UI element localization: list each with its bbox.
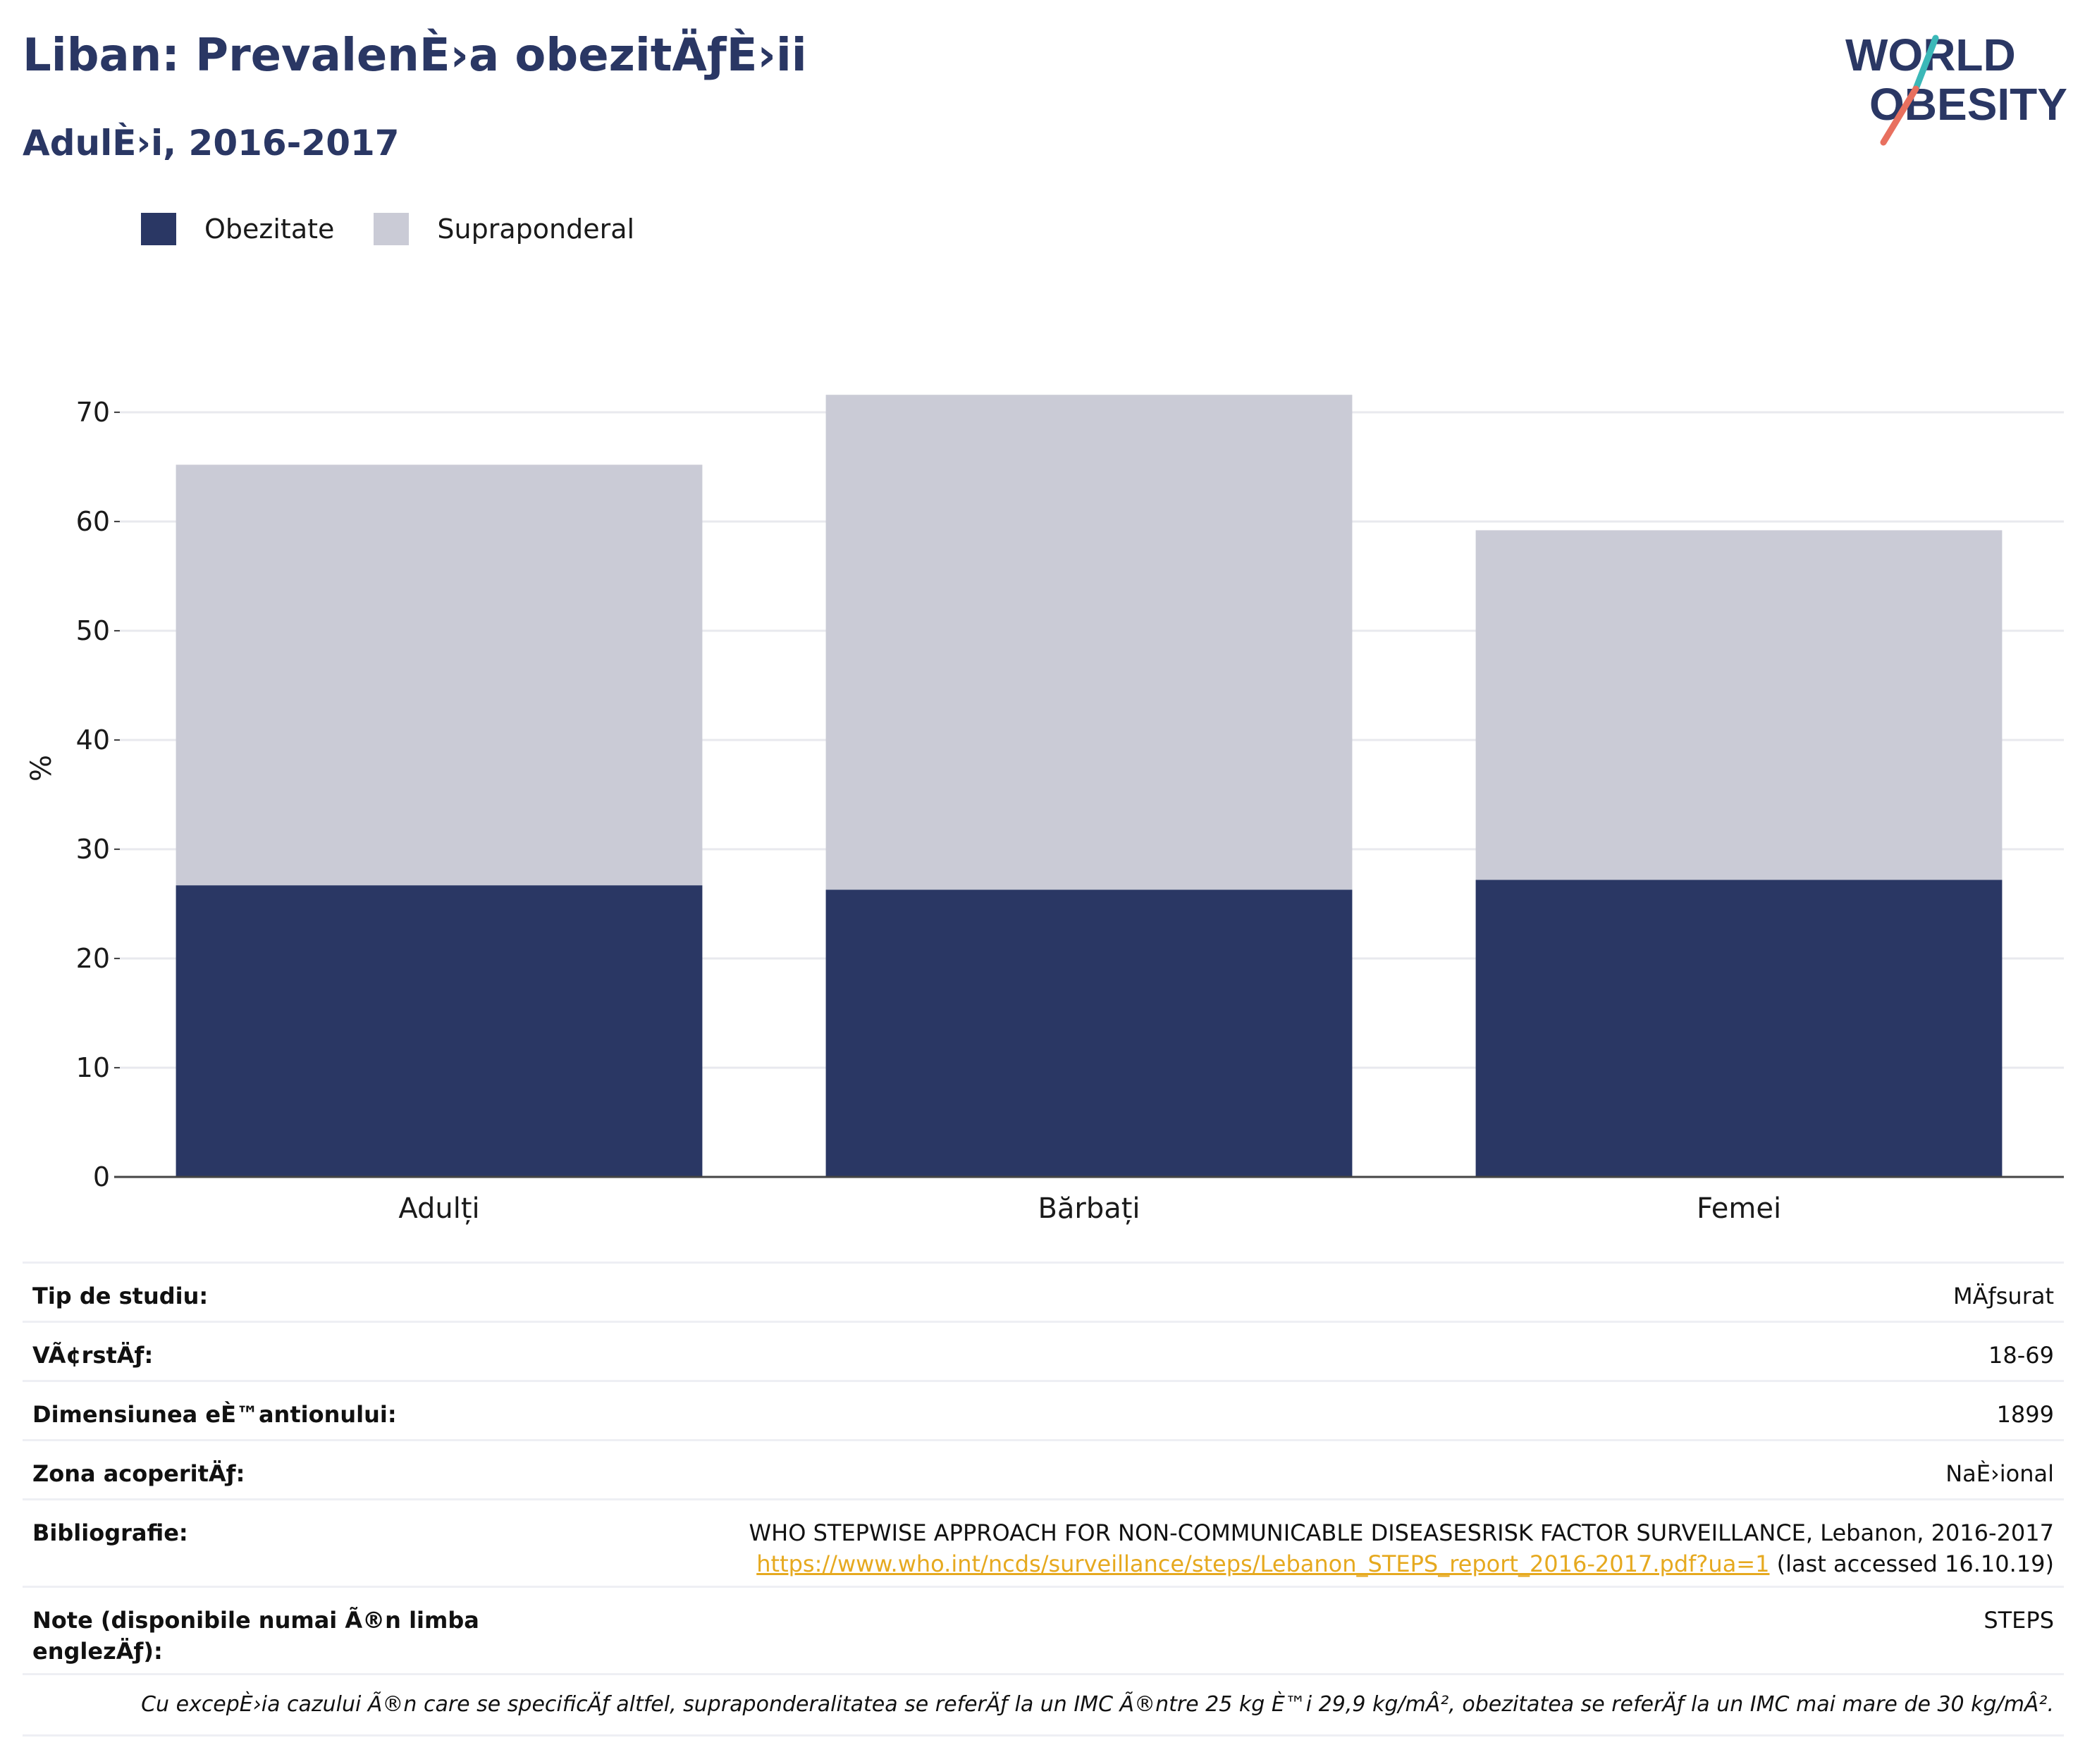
x-tick-label: Bărbați [1038,1192,1140,1225]
world-obesity-logo: WORLD OBESITY [1845,30,2067,146]
info-label-notes: Note (disponibile numai Ã®n limba englez… [32,1605,479,1667]
y-axis-label: % [25,755,58,782]
notes-label-line1: Note (disponibile numai Ã®n limba [32,1607,479,1634]
bar-obezitate [1475,880,2003,1177]
info-row-study-type: Tip de studiu: MÄƒsurat [23,1262,2064,1321]
legend-item-supraponderal[interactable]: Supraponderal [374,213,634,245]
info-value: STEPS [1983,1607,2054,1634]
y-tick-label: 20 [76,943,110,974]
info-value: 1899 [1996,1401,2054,1428]
bar-supraponderal [1475,530,2003,880]
bar-supraponderal [176,464,703,886]
logo-slash-teal [1912,35,1939,92]
y-tick-label: 30 [76,834,110,865]
info-row-bibliography: Bibliografie: WHO STEPWISE APPROACH FOR … [23,1498,2064,1586]
chart-subtitle: AdulÈ›i, 2016-2017 [23,123,400,164]
bar-obezitate [176,885,703,1177]
y-tick-label: 0 [93,1161,110,1192]
legend-item-obezitate[interactable]: Obezitate [141,213,334,245]
info-value: 18-69 [1988,1342,2054,1369]
x-tick-label: Adulți [398,1192,479,1225]
chart-legend: Obezitate Supraponderal [141,211,674,247]
info-value: NaÈ›ional [1945,1460,2054,1487]
stacked-bar-chart: 0 10 20 30 40 50 60 70% Adulți Bărbați Femei [25,395,2064,1225]
bibliography-accessed: (last accessed 16.10.19) [1776,1550,2054,1577]
info-label: Bibliografie: [32,1519,188,1546]
bibliography-value: WHO STEPWISE APPROACH FOR NON-COMMUNICAB… [749,1517,2054,1579]
bar-obezitate [825,889,1353,1177]
info-label: Tip de studiu: [32,1283,209,1309]
info-row-coverage: Zona acoperitÄƒ: NaÈ›ional [23,1439,2064,1498]
y-tick-label: 70 [76,397,110,428]
info-row-notes: Note (disponibile numai Ã®n limba englez… [23,1586,2064,1673]
logo-slash-coral [1880,85,1919,146]
info-row-sample-size: Dimensiunea eÈ™antionului: 1899 [23,1380,2064,1439]
info-label: VÃ¢rstÄƒ: [32,1342,154,1369]
bibliography-link[interactable]: https://www.who.int/ncds/surveillance/st… [756,1550,1770,1577]
study-info-table: Tip de studiu: MÄƒsurat VÃ¢rstÄƒ: 18-69 … [23,1262,2064,1737]
bibliography-title: WHO STEPWISE APPROACH FOR NON-COMMUNICAB… [749,1519,2054,1546]
notes-label-line2: englezÄƒ): [32,1638,163,1665]
info-label: Zona acoperitÄƒ: [32,1460,245,1487]
y-tick-label: 10 [76,1052,110,1083]
info-label: Dimensiunea eÈ™antionului: [32,1401,397,1428]
y-tick-label: 50 [76,615,110,646]
legend-label: Supraponderal [437,214,635,245]
footnote: Cu excepÈ›ia cazului Ã®n care se specifi… [23,1673,2064,1737]
logo-word-obesity: OBESITY [1869,79,2067,130]
legend-label: Obezitate [204,214,335,245]
info-value: MÄƒsurat [1952,1283,2054,1309]
x-tick-label: Femei [1697,1192,1781,1225]
y-tick-label: 40 [76,724,110,755]
chart-title: Liban: PrevalenÈ›a obezitÄƒÈ›ii [23,30,807,82]
legend-swatch-supraponderal [374,213,410,245]
info-row-age: VÃ¢rstÄƒ: 18-69 [23,1321,2064,1380]
bar-supraponderal [825,395,1353,890]
y-tick-label: 60 [76,506,110,537]
legend-swatch-obezitate [141,213,176,245]
